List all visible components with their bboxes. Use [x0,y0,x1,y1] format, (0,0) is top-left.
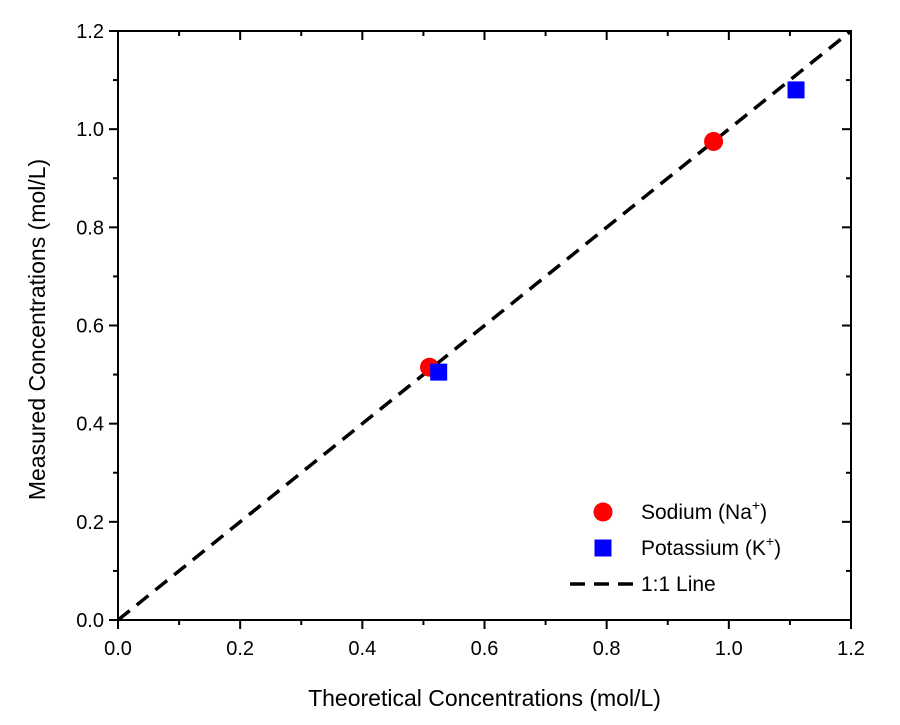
x-tick-label: 0.4 [348,638,376,660]
y-tick-label: 0.4 [76,414,104,436]
x-tick-label: 1.2 [837,638,865,660]
legend-sodium-label: Sodium (Na+) [641,497,767,524]
potassium-point [430,363,448,381]
x-tick-label: 0.6 [471,638,499,660]
y-tick-label: 0.0 [76,610,104,632]
legend-potassium-label: Potassium (K+) [641,533,781,560]
legend-potassium-marker [594,539,612,557]
x-tick-label: 0.8 [593,638,621,660]
y-axis-title: Measured Concentrations (mol/L) [24,159,50,500]
x-tick-label: 1.0 [715,638,743,660]
y-tick-label: 1.0 [76,119,104,141]
x-tick-label: 0.0 [104,638,132,660]
x-tick-label: 0.2 [226,638,254,660]
reference-line-1-1 [116,29,853,622]
potassium-point [787,81,805,99]
legend-line-label: 1:1 Line [641,573,716,596]
y-tick-label: 0.2 [76,512,104,534]
y-tick-label: 1.2 [76,21,104,43]
y-tick-label: 0.8 [76,217,104,239]
legend: Sodium (Na+) Potassium (K+) 1:1 Line [570,497,781,596]
legend-sodium-marker [593,502,613,522]
sodium-point [704,131,724,151]
y-tick-label: 0.6 [76,316,104,338]
x-axis-title: Theoretical Concentrations (mol/L) [308,685,661,711]
